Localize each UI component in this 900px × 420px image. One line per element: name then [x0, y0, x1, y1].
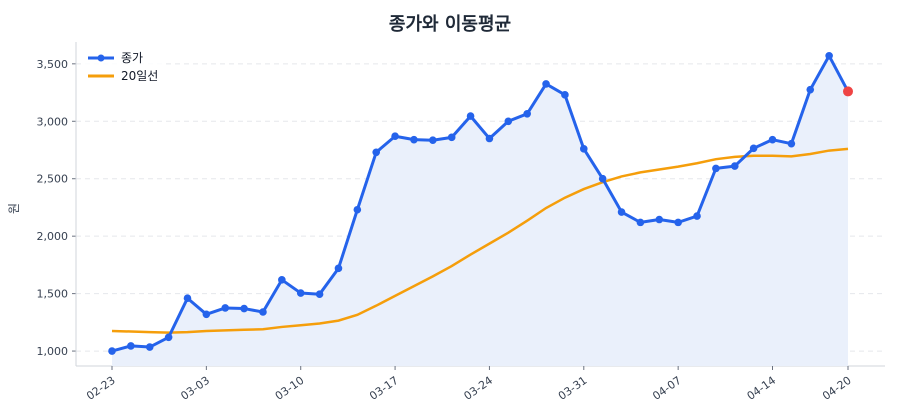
y-tick-label: 2,500 — [37, 173, 69, 186]
x-tick-label: 03-24 — [462, 374, 496, 403]
x-tick-label: 03-10 — [273, 374, 307, 403]
close-point — [221, 304, 230, 312]
close-point — [108, 347, 116, 355]
x-tick-label: 04-14 — [745, 374, 779, 403]
chart-title: 종가와 이동평균 — [388, 14, 512, 35]
close-point — [693, 212, 701, 220]
y-tick-label: 3,500 — [37, 58, 69, 71]
close-point — [372, 148, 381, 157]
legend-label: 종가 — [121, 51, 143, 65]
close-point — [561, 91, 569, 99]
x-tick-label: 03-31 — [556, 374, 590, 403]
y-tick-label: 2,000 — [37, 230, 69, 243]
close-point — [655, 215, 664, 224]
y-tick-label: 1,500 — [37, 288, 69, 301]
close-area-fill — [112, 55, 848, 367]
ma20-line — [111, 147, 849, 334]
close-point — [712, 164, 720, 173]
close-point — [730, 162, 739, 170]
close-point — [334, 264, 343, 273]
close-point — [768, 135, 777, 144]
close-point — [127, 342, 135, 350]
close-point — [466, 112, 475, 120]
legend: 종가 20일선 — [82, 46, 164, 88]
close-point — [296, 289, 305, 297]
close-point — [164, 333, 173, 342]
close-point — [504, 117, 513, 126]
close-point — [259, 308, 267, 316]
close-point — [353, 205, 362, 214]
close-point — [429, 136, 437, 145]
legend-label: 20일선 — [121, 69, 158, 83]
close-point — [183, 294, 192, 303]
close-point — [579, 145, 588, 153]
close-point — [674, 218, 682, 227]
x-tick-label: 03-17 — [367, 374, 401, 403]
close-point — [806, 85, 815, 94]
legend-marker — [97, 54, 105, 62]
close-point — [240, 304, 248, 313]
close-point — [278, 276, 286, 284]
close-point — [617, 208, 626, 216]
close-point — [542, 80, 550, 88]
close-line — [111, 54, 850, 353]
close-point — [391, 132, 399, 141]
x-tick-label: 02-23 — [84, 374, 118, 403]
close-point — [787, 139, 796, 148]
last-close-point — [843, 86, 853, 97]
y-tick-label: 3,000 — [37, 115, 69, 128]
close-point — [749, 144, 758, 153]
x-tick-label: 03-03 — [178, 374, 212, 403]
close-point — [825, 51, 833, 60]
close-point — [636, 218, 645, 227]
close-point — [523, 110, 531, 118]
x-tick-label: 04-07 — [650, 374, 684, 403]
close-point — [598, 174, 607, 183]
close-point — [447, 133, 456, 142]
close-point — [315, 290, 324, 298]
x-tick-label: 04-20 — [820, 374, 854, 403]
close-point — [145, 343, 154, 351]
close-point — [410, 135, 418, 144]
y-tick-label: 1,000 — [37, 345, 69, 358]
close-point — [485, 134, 494, 143]
close-point — [202, 310, 211, 319]
